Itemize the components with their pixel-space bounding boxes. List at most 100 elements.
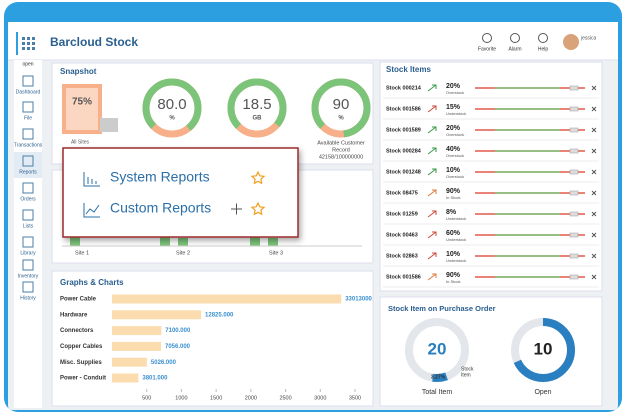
bar-value-label: 7056.000 (165, 344, 191, 350)
nav-label[interactable]: Lists (23, 223, 34, 229)
x-tick-label: 3000 (314, 395, 326, 401)
action-icon[interactable] (510, 33, 520, 43)
stock-name: Stock 000214 (386, 85, 422, 91)
bar (112, 326, 162, 336)
gauge-unit: GB (253, 116, 263, 122)
remove-icon[interactable] (591, 127, 597, 133)
nav-label[interactable]: Orders (20, 196, 36, 202)
nav-icon[interactable] (22, 128, 34, 140)
x-tick-label: 500 (142, 395, 151, 401)
stock-name: Stock 001248 (386, 169, 421, 175)
user-name: jessica (580, 35, 597, 41)
action-label[interactable]: Help (538, 46, 549, 52)
trend-arrow (427, 189, 437, 197)
nav-label[interactable]: Transactions (14, 142, 43, 148)
stock-name: Stock 000284 (386, 148, 422, 154)
nav-icon[interactable] (22, 281, 34, 293)
trend-arrow (427, 168, 437, 176)
gauge-unit: % (169, 116, 175, 122)
action-icon[interactable] (538, 33, 548, 43)
nav-icon[interactable] (22, 209, 34, 221)
slider-handle[interactable] (569, 274, 579, 280)
avatar[interactable] (563, 34, 579, 50)
stock-status: Understock (446, 258, 466, 263)
action-label[interactable]: Favorite (478, 46, 496, 52)
x-tick-label: 1000 (175, 395, 187, 401)
nav-label[interactable]: Reports (19, 169, 37, 175)
nav-icon[interactable] (22, 155, 34, 167)
tile-value: 75% (72, 97, 92, 108)
panel-title: Stock Item on Purchase Order (388, 304, 496, 313)
nav-label[interactable]: Inventory (18, 273, 39, 279)
stock-name: Stock 08475 (386, 190, 418, 196)
stock-percent: 20% (446, 83, 461, 90)
remove-icon[interactable] (591, 190, 597, 196)
stock-status: Overstock (446, 153, 464, 158)
bar (112, 310, 202, 320)
nav-label[interactable]: File (24, 115, 32, 121)
nav-label[interactable]: Dashboard (16, 89, 41, 95)
po-value: 20 (428, 339, 447, 358)
nav-icon[interactable] (22, 236, 34, 248)
report-icons (83, 172, 100, 218)
remove-icon[interactable] (591, 169, 597, 175)
nav-icon[interactable] (22, 182, 34, 194)
remove-icon[interactable] (591, 253, 597, 259)
nav-icon[interactable] (22, 101, 34, 113)
nav-icon[interactable] (22, 75, 34, 87)
nav-label[interactable]: Library (20, 250, 36, 256)
remove-icon[interactable] (591, 274, 597, 280)
stock-name: Stock 02863 (386, 253, 418, 259)
remove-icon[interactable] (591, 85, 597, 91)
slider-handle[interactable] (569, 190, 579, 196)
slider-handle[interactable] (569, 148, 579, 154)
trend-arrow (427, 84, 437, 92)
stock-percent: 90% (446, 188, 461, 195)
slider-handle[interactable] (569, 85, 579, 91)
bar-category: Power - Conduit (60, 376, 106, 382)
stock-status: Overstock (446, 174, 464, 179)
x-tick-label: 3500 (349, 395, 361, 401)
slider-handle[interactable] (569, 232, 579, 238)
slider-handle[interactable] (569, 106, 579, 112)
slider-handle[interactable] (569, 211, 579, 217)
slider-handle[interactable] (569, 127, 579, 133)
reports-popup (62, 147, 299, 238)
remove-icon[interactable] (591, 106, 597, 112)
action-label[interactable]: Alarm (508, 46, 521, 52)
action-icon[interactable] (482, 33, 492, 43)
bar (112, 341, 161, 351)
tile-inner (66, 88, 98, 130)
stock-percent: 40% (446, 146, 461, 153)
site-label: Site 2 (176, 250, 190, 256)
nav-icon[interactable] (22, 259, 34, 271)
gauge-value: 80.0 (157, 96, 186, 113)
trend-arrow (427, 252, 437, 260)
nav-label[interactable]: History (20, 295, 36, 301)
stock-status: Overstock (446, 132, 464, 137)
menu-grid-icon[interactable] (22, 37, 35, 50)
panel-title: Snapshot (60, 67, 97, 76)
bar-category: Misc. Supplies (60, 360, 102, 366)
remove-icon[interactable] (591, 148, 597, 154)
graphs-panel (51, 270, 374, 407)
favorite-stars[interactable] (250, 170, 266, 216)
gauges (142, 78, 371, 138)
x-tick-label: 2000 (245, 395, 257, 401)
po-note: Stock (461, 366, 474, 372)
menu-item[interactable]: Custom Reports (110, 200, 211, 216)
menu-item[interactable]: System Reports (110, 169, 210, 185)
stock-percent: 8% (446, 209, 457, 216)
bar-category: Connectors (60, 328, 94, 334)
slider-handle[interactable] (569, 169, 579, 175)
add-icon[interactable] (231, 203, 242, 215)
sidebar-toggle[interactable]: open (22, 61, 33, 67)
bar-category: Copper Cables (60, 344, 103, 350)
trend-arrow (427, 105, 437, 113)
bar-value-label: 33013000 (345, 297, 372, 303)
trend-arrow (427, 231, 437, 239)
remove-icon[interactable] (591, 211, 597, 217)
remove-icon[interactable] (591, 232, 597, 238)
slider-handle[interactable] (569, 253, 579, 259)
po-panel (379, 296, 603, 407)
